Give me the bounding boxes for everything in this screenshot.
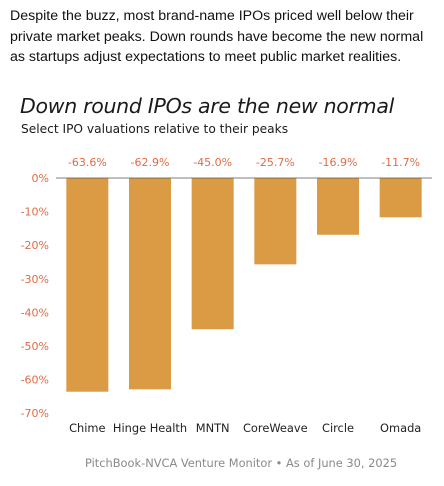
y-tick-label: -70% <box>21 407 49 420</box>
category-label: MNTN <box>196 421 230 435</box>
bar-circle <box>317 178 359 235</box>
bar-coreweave <box>254 178 297 265</box>
value-label: -16.9% <box>319 156 358 169</box>
category-label: Omada <box>380 421 421 435</box>
value-label: -63.6% <box>68 156 107 169</box>
bars-group <box>56 177 432 392</box>
bar-mntn <box>191 178 234 330</box>
value-label: -62.9% <box>131 156 170 169</box>
bar-hinge-health <box>129 178 171 390</box>
y-axis: 0% -10% -20% -30% -40% -50% -60% -70% <box>21 172 49 420</box>
y-tick-label: -40% <box>21 306 49 319</box>
y-tick-label: -20% <box>21 239 49 252</box>
category-label: Chime <box>69 421 105 435</box>
x-axis: Chime Hinge Health MNTN CoreWeave Circle Omad… <box>69 421 421 435</box>
category-label: CoreWeave <box>243 421 308 435</box>
bar-omada <box>379 178 422 218</box>
category-label: Hinge Health <box>113 421 187 435</box>
bar-chart: 0% -10% -20% -30% -40% -50% -60% -70% -63.6% -62… <box>21 156 432 435</box>
y-tick-label: -30% <box>21 273 49 286</box>
chart-title: Down round IPOs are the new normal <box>20 94 394 118</box>
value-label: -45.0% <box>193 156 232 169</box>
source-note: PitchBook-NVCA Venture Monitor • As of J… <box>85 456 398 470</box>
y-tick-label: -60% <box>21 374 49 387</box>
value-label: -11.7% <box>381 156 420 169</box>
category-label: Circle <box>322 421 354 435</box>
chart-subtitle: Select IPO valuations relative to their … <box>21 122 289 136</box>
y-tick-label: -10% <box>21 206 49 219</box>
y-tick-label: 0% <box>32 172 49 185</box>
value-label: -25.7% <box>256 156 295 169</box>
y-tick-label: -50% <box>21 340 49 353</box>
value-labels-group: -63.6% -62.9% -45.0% -25.7% -16.9% -11.7% <box>68 156 420 169</box>
bar-chime <box>66 178 109 392</box>
intro-paragraph: Despite the buzz, most brand-name IPOs p… <box>10 8 424 65</box>
